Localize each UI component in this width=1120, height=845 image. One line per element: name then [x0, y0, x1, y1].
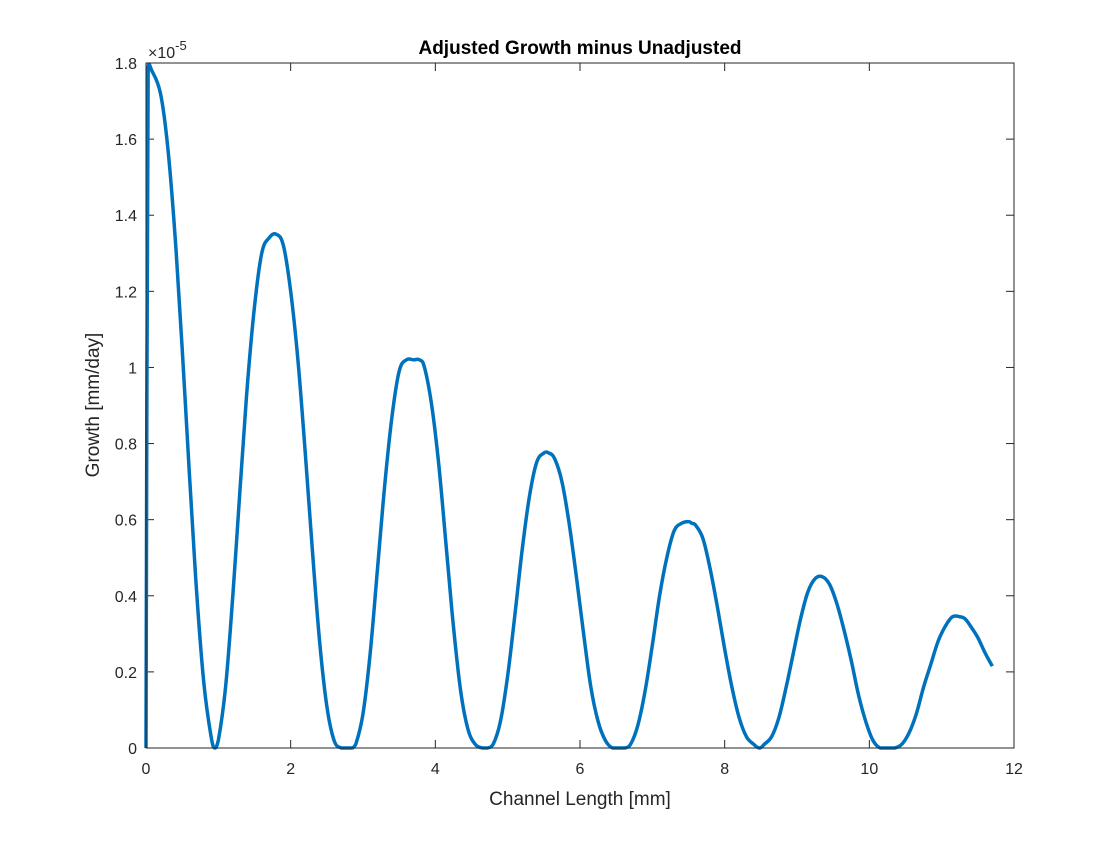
y-tick-label: 1.2: [115, 284, 137, 301]
x-tick-label: 10: [860, 761, 878, 778]
y-tick-label: 0.2: [115, 665, 137, 682]
x-axis-label: Channel Length [mm]: [489, 789, 671, 810]
plot-area-background: [146, 63, 1014, 748]
chart-title: Adjusted Growth minus Unadjusted: [418, 38, 741, 59]
x-tick-label: 4: [431, 761, 440, 778]
y-tick-label: 1.6: [115, 132, 137, 149]
series-line: [144, 62, 994, 750]
series-group: [144, 62, 994, 750]
x-tick-label: 6: [576, 761, 585, 778]
y-axis-exponent: ×10-5: [148, 38, 187, 62]
y-tick-label: 0.8: [115, 437, 137, 454]
x-tick-label: 0: [142, 761, 151, 778]
y-tick-label: 1: [128, 360, 137, 377]
y-tick-label: 0.4: [115, 589, 137, 606]
x-tick-label: 2: [286, 761, 295, 778]
x-tick-label: 8: [720, 761, 729, 778]
y-axis-label: Growth [mm/day]: [83, 333, 104, 478]
y-tick-label: 1.4: [115, 208, 137, 225]
x-tick-label: 12: [1005, 761, 1023, 778]
y-tick-label: 0.6: [115, 513, 137, 530]
y-axis-exponent-power: -5: [175, 38, 187, 53]
tick-labels-group: 0 2 4 6 8 10 12 0 0.2 0.4 0.6 0.8 1 1.2 1.4 1.6 1.8: [115, 56, 1023, 778]
axes-box: [145, 62, 1015, 749]
y-tick-label: 1.8: [115, 56, 137, 73]
y-axis-exponent-base: ×10: [148, 45, 175, 62]
y-tick-label: 0: [128, 741, 137, 758]
